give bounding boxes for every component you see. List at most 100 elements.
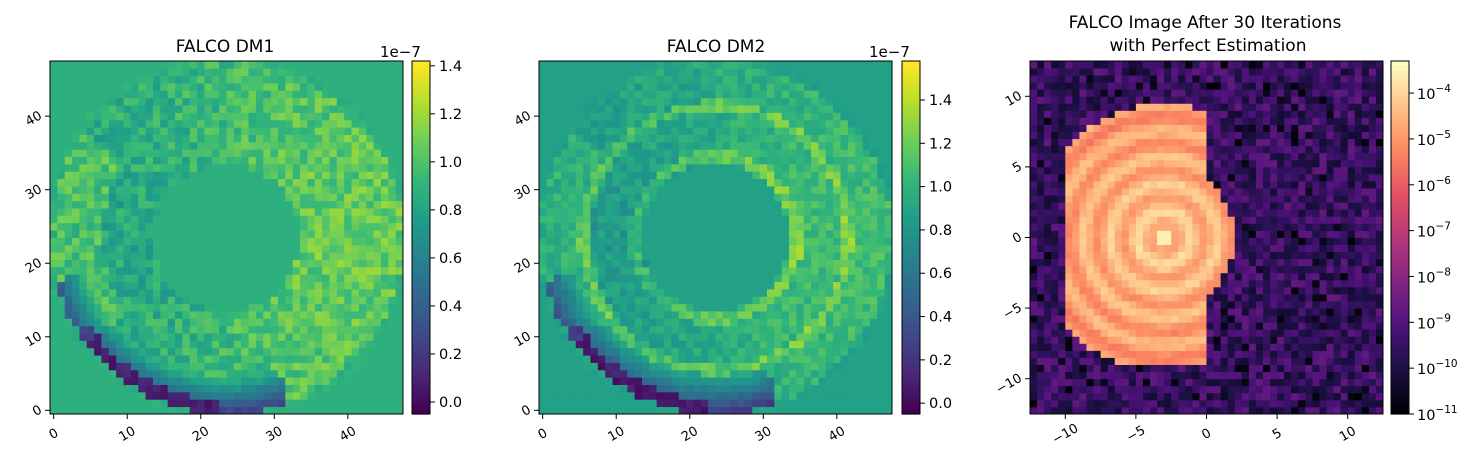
heatmap-cell xyxy=(722,399,731,408)
heatmap-cell xyxy=(101,134,110,143)
heatmap-cell xyxy=(116,61,124,69)
heatmap-cell xyxy=(152,61,161,69)
heatmap-cell xyxy=(781,83,790,91)
heatmap-cell xyxy=(292,178,301,187)
heatmap-cell xyxy=(189,75,198,84)
heatmap-cell xyxy=(197,369,205,378)
heatmap-cell xyxy=(79,208,88,216)
heatmap-cell xyxy=(86,318,95,327)
heatmap-cell xyxy=(322,318,330,327)
heatmap-cell xyxy=(744,303,753,312)
heatmap-cell xyxy=(1333,399,1342,408)
heatmap-cell xyxy=(64,259,73,268)
heatmap-cell xyxy=(270,222,279,231)
heatmap-cell xyxy=(619,68,628,77)
heatmap-cell xyxy=(877,266,886,275)
heatmap-cell xyxy=(307,186,316,194)
heatmap-cell xyxy=(175,288,183,297)
heatmap-cell xyxy=(561,134,569,143)
heatmap-cell xyxy=(145,259,154,268)
heatmap-cell xyxy=(277,193,286,202)
heatmap-cell xyxy=(241,274,249,283)
heatmap-cell xyxy=(351,134,360,143)
heatmap-cell xyxy=(833,237,841,246)
heatmap-cell xyxy=(277,141,286,150)
heatmap-cell xyxy=(189,377,198,385)
heatmap-cell xyxy=(160,193,169,202)
heatmap-cell xyxy=(766,193,775,202)
heatmap-cell xyxy=(568,215,577,224)
heatmap-cell xyxy=(101,391,110,400)
heatmap-cell xyxy=(351,311,360,319)
heatmap-cell xyxy=(248,369,257,378)
heatmap-cell xyxy=(108,311,117,319)
heatmap-cell xyxy=(766,149,775,157)
heatmap-cell xyxy=(664,362,672,371)
heatmap-cell xyxy=(855,281,863,290)
heatmap-cell xyxy=(678,288,687,297)
heatmap-cell xyxy=(300,391,308,400)
heatmap-cell xyxy=(380,391,389,400)
heatmap-cell xyxy=(64,325,73,334)
heatmap-cell xyxy=(329,149,338,157)
heatmap-cell xyxy=(737,141,746,150)
heatmap-cell xyxy=(1270,392,1278,401)
heatmap-cell xyxy=(72,230,80,238)
heatmap-cell xyxy=(737,266,746,275)
heatmap-cell xyxy=(649,244,658,253)
heatmap-cell xyxy=(204,163,213,172)
heatmap-cell xyxy=(641,178,650,187)
heatmap-cell xyxy=(862,318,871,327)
heatmap-cell xyxy=(182,178,191,187)
heatmap-cell xyxy=(818,149,827,157)
heatmap-cell xyxy=(182,134,191,143)
colorbar-segment xyxy=(412,69,430,75)
heatmap-cell xyxy=(322,288,330,297)
heatmap-cell xyxy=(57,68,66,77)
heatmap-cell xyxy=(561,303,569,312)
heatmap-cell xyxy=(634,149,643,157)
heatmap-cell xyxy=(766,178,775,187)
heatmap-cell xyxy=(130,208,139,216)
heatmap-cell xyxy=(781,296,790,305)
heatmap-cell xyxy=(219,377,227,385)
heatmap-cell xyxy=(855,384,863,393)
heatmap-cell xyxy=(752,318,761,327)
heatmap-cell xyxy=(803,230,812,238)
heatmap-cell xyxy=(123,369,132,378)
heatmap-cell xyxy=(270,97,279,106)
heatmap-cell xyxy=(336,208,345,216)
heatmap-cell xyxy=(546,90,555,99)
heatmap-cell xyxy=(708,347,716,356)
heatmap-cell xyxy=(307,156,316,165)
heatmap-cell xyxy=(204,362,213,371)
heatmap-cell xyxy=(145,171,154,180)
heatmap-cell xyxy=(277,68,286,77)
heatmap-cell xyxy=(322,399,330,408)
heatmap-cell xyxy=(561,377,569,385)
heatmap-cell xyxy=(766,112,775,121)
heatmap-cell xyxy=(730,399,738,408)
heatmap-cell xyxy=(160,127,169,135)
heatmap-cell xyxy=(730,186,738,194)
heatmap-cell xyxy=(641,296,650,305)
heatmap-cell xyxy=(583,215,591,224)
heatmap-cell xyxy=(619,296,628,305)
colorbar-segment xyxy=(412,308,430,314)
heatmap-cell xyxy=(752,75,761,84)
heatmap-cell xyxy=(204,259,213,268)
heatmap-cell xyxy=(1142,406,1151,415)
heatmap-cell xyxy=(108,266,117,275)
heatmap-cell xyxy=(605,90,613,99)
heatmap-cell xyxy=(307,281,316,290)
heatmap-cell xyxy=(336,61,345,69)
heatmap-cell xyxy=(553,230,562,238)
heatmap-cell xyxy=(175,391,183,400)
colorbar-segment xyxy=(412,277,430,283)
heatmap-cell xyxy=(175,362,183,371)
heatmap-cell xyxy=(619,178,628,187)
heatmap-cell xyxy=(197,266,205,275)
heatmap-cell xyxy=(789,347,797,356)
heatmap-cell xyxy=(108,318,117,327)
heatmap-cell xyxy=(752,369,761,378)
